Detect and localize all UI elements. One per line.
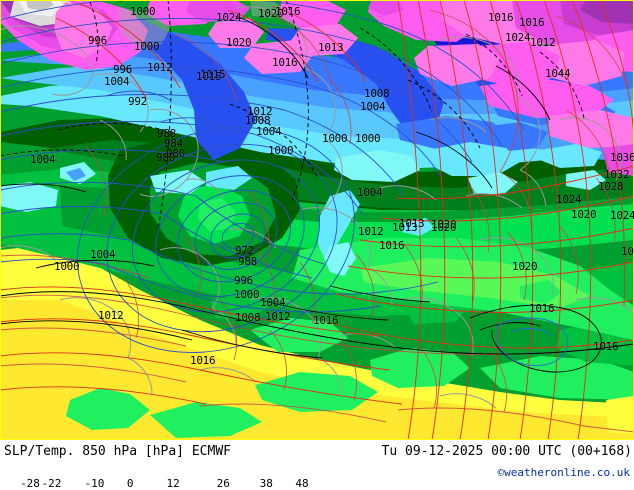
chart-footer: SLP/Temp. 850 hPa [hPa] ECMWF Tu 09-12-2… <box>0 440 634 490</box>
map-svg <box>0 0 634 440</box>
isobars-low-layer <box>0 0 525 353</box>
colorbar-tick-label: 48 <box>295 477 309 490</box>
colorbar-tick-label: -22 <box>41 477 62 490</box>
country-borders-layer <box>0 9 634 433</box>
colorbar-tick-label: 0 <box>126 477 134 490</box>
colorbar-tick-label: -28 <box>20 477 40 490</box>
coastlines-layer <box>0 6 633 409</box>
isobars-black-layer <box>0 0 585 231</box>
colorbar-tick-label: -10 <box>84 477 105 490</box>
weather-map-canvas[interactable]: 996 1000 1000 1004 996 1012 1015 992 988 984 980 10… <box>0 0 634 440</box>
product-title: SLP/Temp. 850 hPa [hPa] ECMWF <box>4 444 231 459</box>
valid-time-stamp: Tu 09-12-2025 00:00 UTC (00+168) <box>381 444 632 459</box>
isobars-black-solid-layer <box>0 15 634 373</box>
colorbar-tick-label: 38 <box>259 477 273 490</box>
inner-low-contour <box>496 317 569 366</box>
temperature-shading <box>0 0 634 440</box>
copyright-credit: ©weatheronline.co.uk <box>497 466 630 479</box>
colorbar-tick-label: 26 <box>216 477 230 490</box>
colorbar-tick-label: 12 <box>166 477 180 490</box>
